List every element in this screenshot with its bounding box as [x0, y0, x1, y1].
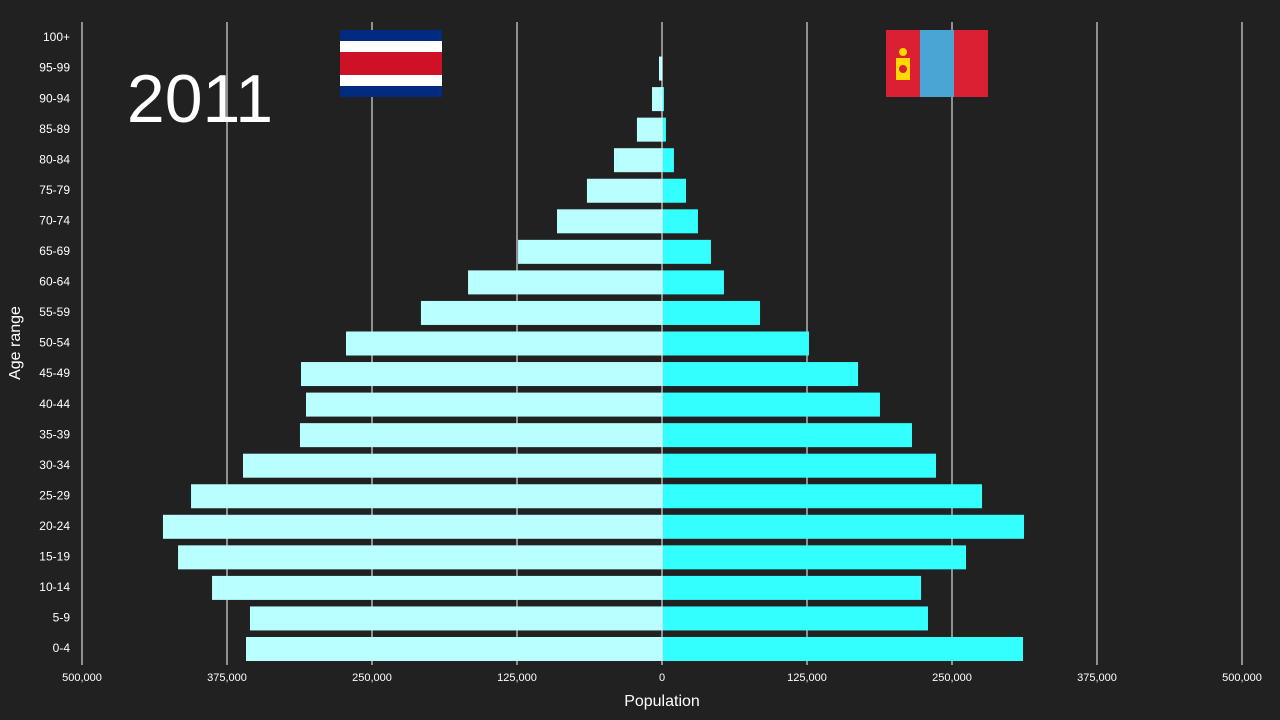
bar — [299, 423, 662, 448]
y-tick-label: 80-84 — [39, 152, 70, 166]
bar — [246, 637, 663, 661]
bar — [178, 545, 662, 570]
bar — [662, 606, 928, 631]
x-tick-label: 500,000 — [1222, 672, 1262, 684]
y-tick-label: 5-9 — [53, 611, 71, 625]
y-tick-label: 45-49 — [39, 366, 70, 380]
x-tick-label: 375,000 — [1077, 672, 1117, 684]
bar — [468, 270, 662, 295]
flag-stripe — [920, 30, 954, 97]
bar — [662, 514, 1025, 539]
bars — [162, 22, 1025, 665]
flag-emblem — [899, 65, 907, 73]
bar — [662, 484, 983, 509]
x-tick-label: 250,000 — [352, 672, 392, 684]
y-tick-label: 20-24 — [39, 519, 70, 533]
bar — [305, 392, 662, 417]
bar — [212, 575, 662, 600]
y-tick-label: 0-4 — [53, 641, 71, 655]
year-label: 2011 — [127, 61, 273, 137]
bar — [420, 300, 662, 325]
y-tick-label: 95-99 — [39, 61, 70, 75]
bar — [557, 209, 662, 234]
bar — [586, 178, 662, 203]
y-tick-label: 70-74 — [39, 213, 70, 227]
bar — [662, 392, 880, 417]
bar — [662, 117, 666, 142]
y-tick-label: 30-34 — [39, 458, 70, 472]
bar — [652, 87, 662, 112]
bar — [662, 87, 664, 112]
bar — [662, 300, 761, 325]
bar — [662, 575, 922, 600]
x-tick-label: 375,000 — [207, 672, 247, 684]
bar — [346, 331, 662, 356]
flag-costa-rica — [340, 30, 442, 97]
y-tick-label: 60-64 — [39, 275, 70, 289]
y-tick-label: 100+ — [43, 30, 70, 44]
bar — [162, 514, 662, 539]
bar — [662, 239, 711, 264]
bar — [249, 606, 662, 631]
bar — [662, 178, 687, 203]
bar — [662, 423, 912, 448]
x-tick-label: 125,000 — [787, 672, 827, 684]
bar — [301, 362, 662, 387]
bar — [636, 117, 662, 142]
bar — [662, 270, 724, 295]
y-tick-label: 55-59 — [39, 305, 70, 319]
bar — [662, 362, 859, 387]
x-tick-label: 250,000 — [932, 672, 972, 684]
y-tick-label: 25-29 — [39, 488, 70, 502]
bar — [662, 209, 698, 234]
bar — [662, 545, 967, 570]
x-tick-label: 0 — [659, 672, 665, 684]
flag-emblem — [899, 48, 907, 56]
bar — [613, 148, 662, 173]
y-tick-label: 50-54 — [39, 336, 70, 350]
x-tick-label: 500,000 — [62, 672, 102, 684]
y-tick-label: 75-79 — [39, 183, 70, 197]
y-tick-label: 35-39 — [39, 427, 70, 441]
flag-stripe — [340, 52, 442, 75]
y-tick-label: 85-89 — [39, 122, 70, 136]
y-tick-label: 10-14 — [39, 580, 70, 594]
bar — [191, 484, 663, 509]
bar — [662, 148, 674, 173]
x-axis-title: Population — [624, 693, 700, 710]
x-tick-label: 125,000 — [497, 672, 537, 684]
bar — [662, 453, 936, 478]
bar — [518, 239, 662, 264]
y-tick-label: 90-94 — [39, 91, 70, 105]
bar — [662, 331, 809, 356]
y-tick-label: 15-19 — [39, 550, 70, 564]
bar — [658, 56, 662, 81]
bar — [243, 453, 662, 478]
y-axis-title: Age range — [7, 306, 24, 380]
flag-mongolia — [886, 30, 988, 97]
bar — [662, 637, 1023, 661]
y-tick-label: 40-44 — [39, 397, 70, 411]
y-tick-label: 65-69 — [39, 244, 70, 258]
